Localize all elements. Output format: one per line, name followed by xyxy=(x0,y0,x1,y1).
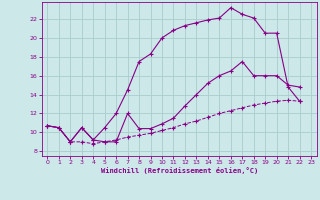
X-axis label: Windchill (Refroidissement éolien,°C): Windchill (Refroidissement éolien,°C) xyxy=(100,167,258,174)
